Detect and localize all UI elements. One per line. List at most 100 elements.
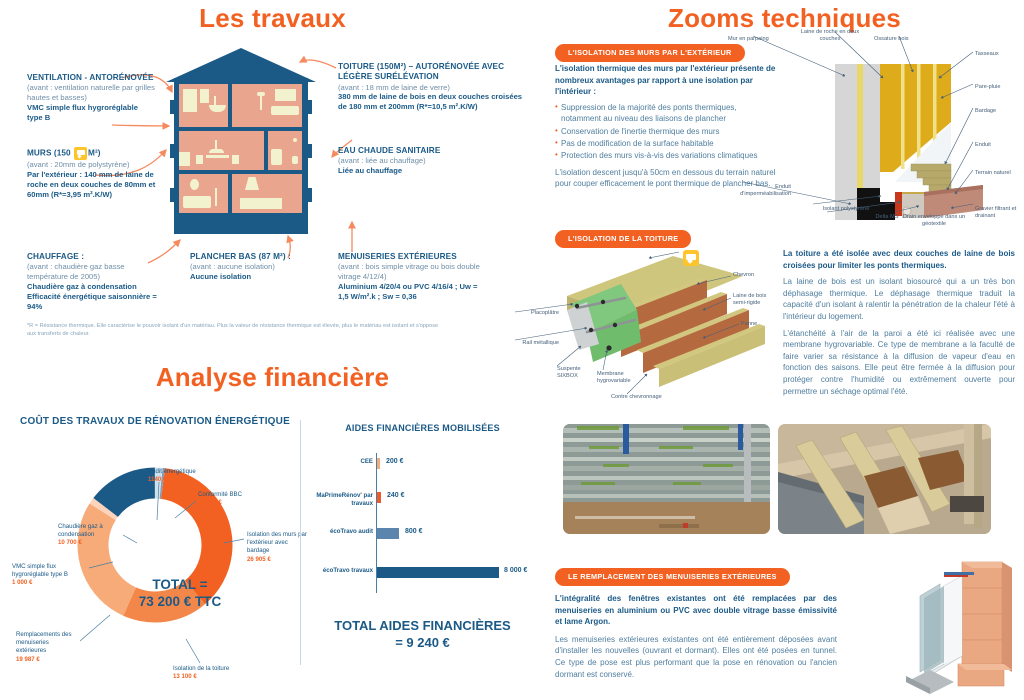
donut-segment-conformite-bbc (77, 467, 233, 623)
callout-ecs-before: (avant : liée au chauffage) (338, 156, 426, 166)
callout-murs: MURS (150 M²) (avant : 20mm de polystyrè… (27, 147, 163, 199)
callout-ecs-after: Liée au chauffage (338, 166, 403, 176)
callout-toiture-before: (avant : 18 mm de laine de verre) (338, 82, 450, 92)
callout-chauffage-before: (avant : chaudière gaz basse température… (27, 262, 125, 282)
furniture-water-heater (271, 149, 282, 165)
bar-row-ecotravo-travaux: écoTravo travaux 8 000 € (300, 566, 545, 586)
wall-label-enduit: Enduit (975, 142, 991, 148)
roof-label-suspente-sixbox: Suspente SIXBOX (557, 366, 581, 380)
wall-label-enduit-impermeabilisation: Enduit d'imperméabilisation (740, 184, 791, 198)
bar-rect-cee (377, 458, 380, 469)
wall-label-pare-pluie: Pare-pluie (975, 84, 1001, 90)
wall-label-delta-ms: Delta MS (875, 214, 899, 220)
bar-chart-title: AIDES FINANCIÈRES MOBILISÉES (345, 423, 500, 433)
left-panel: Les travaux (0, 0, 545, 697)
furniture-bathtub (209, 105, 226, 112)
page-title-zooms: Zooms techniques (668, 3, 901, 33)
bar-label-ecotravo-travaux: écoTravo travaux (322, 567, 373, 574)
callout-toiture-after: 380 mm de laine de bois en deux couches … (338, 92, 523, 112)
page-title-travaux: Les travaux (199, 3, 346, 33)
callout-plancher-after: Aucune isolation (190, 272, 252, 282)
murs-bullet-list: Suppression de la majorité des ponts the… (555, 101, 777, 162)
roof-label-chevron: Chevron (733, 272, 755, 278)
section-pill-isolation-toiture: L'ISOLATION DE LA TOITURE (555, 228, 692, 248)
donut-segment-chaudiere (77, 467, 233, 623)
wall-label-terrain-naturel: Terrain naturel (975, 170, 1011, 176)
donut-chart-block: COÛT DES TRAVAUX DE RÉNOVATION ÉNERGÉTIQ… (10, 415, 307, 697)
donut-leader-lines (79, 481, 245, 664)
bar-value-ecotravo-audit: 800 € (405, 528, 423, 535)
murs-bullet: Protection des murs vis-à-vis des variat… (555, 149, 777, 161)
toiture-p1: La laine de bois est un isolant biosourc… (783, 277, 1015, 321)
callout-chauffage-head: CHAUFFAGE : (27, 252, 85, 261)
wall-label-ossature-bois: Ossature bois (874, 36, 909, 42)
donut-label-conformite-bbc: Conformité BBC 360,00 € (198, 491, 243, 507)
window-illustration-svg (906, 561, 1012, 694)
wall-label-laine-de-roche: Laine de roche en deux couches (800, 29, 860, 43)
murs-outro: L'isolation descent jusqu'à 50cm en dess… (555, 167, 776, 189)
roof-label-placoplatre: Placoplâtre (531, 310, 559, 316)
bar-row-cee: CEE 200 € (300, 457, 545, 477)
annotation-note-icon (683, 250, 699, 266)
bar-row-ecotravo-audit: écoTravo audit 800 € (300, 527, 545, 547)
wall-diagram-svg (835, 64, 983, 220)
donut-label-chaudiere: Chaudière gaz à condensation 10 700 € (58, 523, 103, 547)
wall-label-mur-en-parpaing: Mur en parpaing (728, 36, 769, 42)
donut-center-total: TOTAL = 73 200 € TTC (138, 577, 222, 609)
callout-plancher-before: (avant : aucune isolation) (190, 262, 275, 272)
callout-ventilation-before: (avant : ventilation naturelle par grill… (27, 83, 155, 103)
furniture-headboard (275, 89, 296, 101)
furniture-lamp-stand (260, 95, 262, 110)
roof-label-contre-chevronnage: Contre chevronnage (611, 394, 662, 400)
callout-toiture: TOITURE (150M²) – AUTORÉNOVÉE AVEC LÉGÈR… (338, 62, 528, 112)
page-title-analyse: Analyse financière (155, 362, 390, 392)
callout-murs-head-pre: MURS (150 (27, 148, 74, 158)
section-pill-menuiseries: LE REMPLACEMENT DES MENUISERIES EXTÉRIEU… (555, 566, 790, 586)
bar-label-ecotravo-audit: écoTravo audit (329, 528, 373, 535)
house-cutaway-illustration (152, 48, 330, 238)
callout-eau-chaude-sanitaire: EAU CHAUDE SANITAIRE (avant : liée au ch… (338, 146, 498, 176)
callout-murs-head: MURS (150 M²) (27, 147, 163, 160)
wall-label-bardage: Bardage (975, 108, 997, 114)
donut-label-menuiseries: Remplacements des menuiseries extérieure… (16, 631, 72, 663)
furniture-sideboard (179, 152, 190, 166)
furniture-floor-lamp (215, 188, 217, 206)
donut-segment-vmc (77, 467, 233, 623)
furniture-wall-light (293, 138, 297, 142)
wall-label-isolant-polystyrene: Isolant polystyrène (822, 206, 870, 212)
furniture-counter (240, 198, 282, 209)
callout-menuiseries-head: MENUISERIES EXTÉRIEURES (338, 252, 457, 261)
callout-toiture-head: TOITURE (150M²) – AUTORÉNOVÉE AVEC LÉGÈR… (338, 62, 505, 82)
toiture-intro: La toiture a été isolée avec deux couche… (783, 249, 1015, 270)
donut-label-vmc: VMC simple flux hygroréglable type B 1 0… (12, 563, 68, 587)
callout-menuiseries: MENUISERIES EXTÉRIEURES (avant : bois si… (338, 252, 490, 302)
callout-murs-head-post: M²) (88, 148, 101, 158)
furniture-shower (183, 89, 197, 112)
wall-notch-6 (307, 188, 312, 202)
callout-ventilation: VENTILATION - ANTORÉNOVÉE (avant : venti… (27, 73, 155, 123)
section-text-menuiseries: L'intégralité des fenêtres existantes on… (555, 593, 837, 680)
menuis-intro: L'intégralité des fenêtres existantes on… (555, 594, 837, 627)
furniture-tap (214, 96, 216, 105)
furniture-ceiling-globe (190, 179, 199, 190)
bar-label-maprimerenov: MaPrimeRénov' par travaux (316, 492, 373, 507)
callout-ventilation-head: VENTILATION - ANTORÉNOVÉE (27, 73, 154, 82)
callout-menuiseries-after: Aluminium 4/20/4 ou PVC 4/16/4 ; Uw = 1,… (338, 281, 478, 301)
callout-plancher: PLANCHER BAS (87 M²) : (avant : aucune i… (190, 252, 320, 282)
furniture-bed (271, 106, 299, 115)
roof-label-laine-de-bois: Laine de bois semi-rigide (733, 293, 767, 307)
furniture-toilet (292, 156, 298, 164)
wall-notch-2 (170, 144, 175, 158)
roof-label-rail-metallique: Rail métallique (522, 340, 559, 346)
annotation-note-icon (74, 147, 88, 160)
furniture-pendant-lamp (209, 149, 224, 153)
donut-segment-isolation-toiture (77, 467, 233, 623)
roof-label-membrane-hygrovariable: Membrane hygrovariable (597, 371, 631, 385)
bar-rect-ecotravo-audit (377, 528, 399, 539)
window-section-illustration (900, 560, 1020, 695)
furniture-lampshade (257, 92, 265, 96)
bar-value-maprimerenov: 240 € (387, 492, 405, 499)
section-text-isolation-murs: L'isolation thermique des murs par l'ext… (555, 63, 777, 190)
footnote-resistance-thermique: *R = Résistance thermique. Elle caractér… (27, 323, 439, 338)
callout-plancher-head: PLANCHER BAS (87 M²) : (190, 252, 291, 261)
